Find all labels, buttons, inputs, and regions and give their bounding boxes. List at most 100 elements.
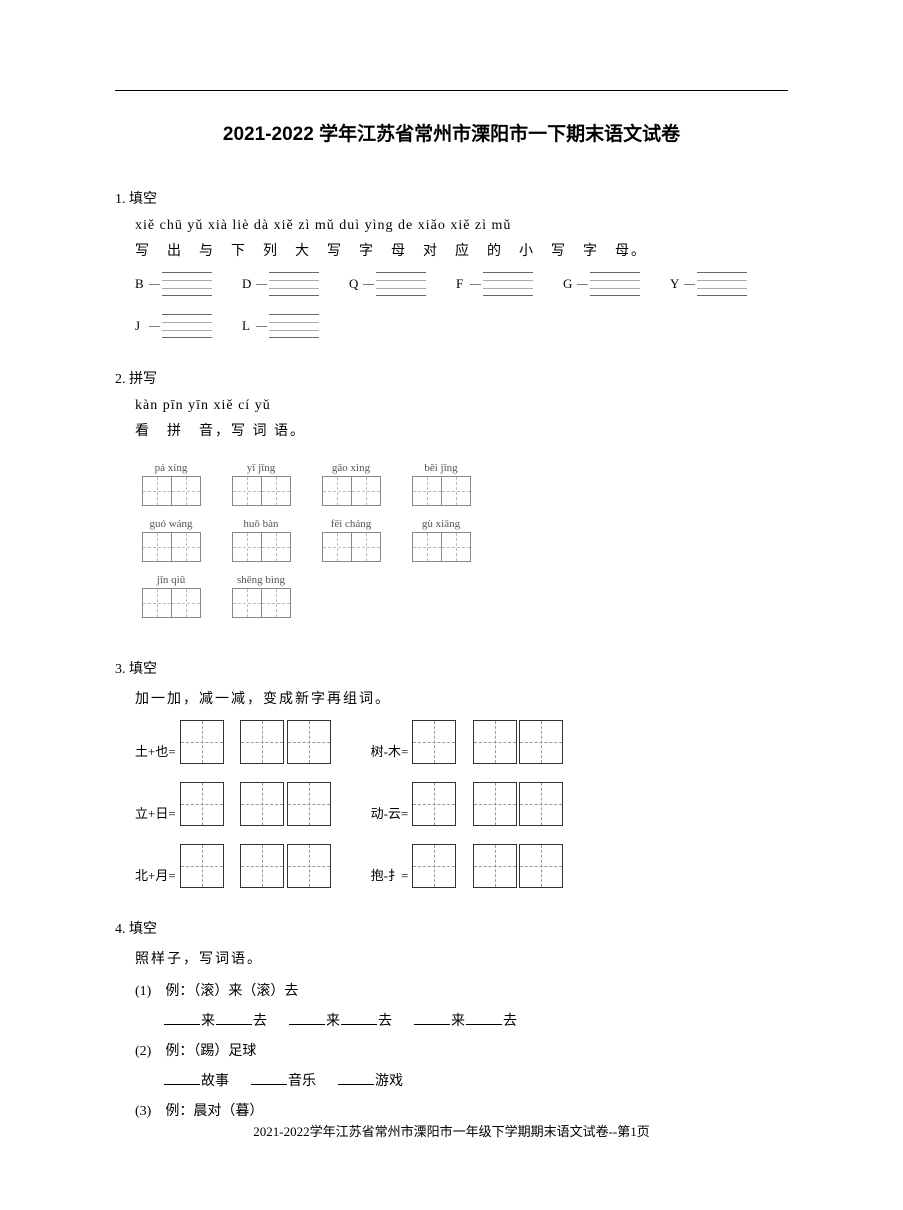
- letter-label: Y: [670, 276, 682, 292]
- four-line-box[interactable]: [162, 272, 212, 296]
- blank[interactable]: [341, 1011, 377, 1025]
- tian-box[interactable]: [519, 782, 563, 826]
- letter-label: J: [135, 318, 147, 334]
- blank[interactable]: [164, 1011, 200, 1025]
- tian-box[interactable]: [322, 476, 352, 506]
- pinyin-text: jīn qiū: [157, 574, 185, 586]
- pinyin-item: huǒ bàn: [225, 518, 297, 562]
- tian-box[interactable]: [240, 782, 284, 826]
- tian-box[interactable]: [351, 532, 381, 562]
- pinyin-text: guó wáng: [149, 518, 192, 530]
- tian-box[interactable]: [171, 476, 201, 506]
- tian-box[interactable]: [287, 782, 331, 826]
- four-line-box[interactable]: [376, 272, 426, 296]
- tian-box[interactable]: [351, 476, 381, 506]
- tian-box[interactable]: [412, 476, 442, 506]
- tian-box[interactable]: [232, 532, 262, 562]
- question-2: 2. 拼写 kàn pīn yīn xiě cí yǔ 看 拼 音，写 词 语。…: [115, 368, 788, 628]
- tian-box[interactable]: [232, 476, 262, 506]
- four-line-box[interactable]: [269, 314, 319, 338]
- text: 来: [201, 1014, 215, 1029]
- tian-box[interactable]: [180, 844, 224, 888]
- q1-letter-grid: B—D—Q—F—G—Y—J—L—: [115, 272, 788, 338]
- q3-expr: 动-云=: [371, 803, 409, 826]
- tian-box[interactable]: [412, 720, 456, 764]
- blank[interactable]: [251, 1071, 287, 1085]
- blank[interactable]: [164, 1071, 200, 1085]
- q3-expr: 树-木=: [371, 741, 409, 764]
- tian-box[interactable]: [473, 844, 517, 888]
- text: 来: [451, 1014, 465, 1029]
- tian-box[interactable]: [171, 588, 201, 618]
- letter-label: F: [456, 276, 468, 292]
- q4-intro: 照样子，写词语。: [115, 948, 788, 968]
- dash: —: [256, 320, 267, 332]
- tian-box[interactable]: [473, 782, 517, 826]
- tian-box[interactable]: [287, 720, 331, 764]
- tian-box[interactable]: [240, 844, 284, 888]
- four-line-box[interactable]: [269, 272, 319, 296]
- letter-item: Y—: [670, 272, 747, 296]
- pinyin-text: huǒ bàn: [243, 518, 278, 530]
- pinyin-item: gāo xìng: [315, 462, 387, 506]
- question-4: 4. 填空 照样子，写词语。 (1) 例：（滚）来（滚）去 来去 来去 来去 (…: [115, 918, 788, 1120]
- blank[interactable]: [338, 1071, 374, 1085]
- char-boxes: [142, 588, 201, 618]
- text: 游戏: [375, 1074, 403, 1089]
- tian-box[interactable]: [412, 532, 442, 562]
- blank[interactable]: [216, 1011, 252, 1025]
- tian-box[interactable]: [519, 720, 563, 764]
- text: 音乐: [288, 1074, 316, 1089]
- tian-box[interactable]: [261, 532, 291, 562]
- q3-item: 动-云=: [371, 782, 564, 826]
- tian-box[interactable]: [142, 532, 172, 562]
- text: 来: [326, 1014, 340, 1029]
- tian-box[interactable]: [142, 588, 172, 618]
- pinyin-text: shēng bìng: [237, 574, 285, 586]
- pinyin-text: fēi cháng: [331, 518, 372, 530]
- tian-box[interactable]: [412, 844, 456, 888]
- q3-row: 立+日=动-云=: [115, 782, 788, 826]
- letter-label: L: [242, 318, 254, 334]
- four-line-box[interactable]: [590, 272, 640, 296]
- q2-pinyin-grid: pá xíngyǐ jīnggāo xìngběi jīngguó wánghu…: [115, 452, 575, 628]
- dash: —: [256, 278, 267, 290]
- q4-sub2-label: (2) 例：（踢）足球: [115, 1040, 788, 1060]
- tian-box[interactable]: [441, 532, 471, 562]
- tian-box[interactable]: [473, 720, 517, 764]
- tian-box[interactable]: [441, 476, 471, 506]
- tian-box[interactable]: [519, 844, 563, 888]
- four-line-box[interactable]: [697, 272, 747, 296]
- blank[interactable]: [466, 1011, 502, 1025]
- tian-box[interactable]: [142, 476, 172, 506]
- dash: —: [149, 278, 160, 290]
- tian-box[interactable]: [287, 844, 331, 888]
- blank[interactable]: [289, 1011, 325, 1025]
- dash: —: [149, 320, 160, 332]
- char-boxes: [142, 476, 201, 506]
- char-boxes: [232, 532, 291, 562]
- char-boxes: [412, 532, 471, 562]
- tian-box[interactable]: [261, 476, 291, 506]
- q4-sub2-blanks: 故事 音乐 游戏: [115, 1070, 788, 1090]
- tian-box[interactable]: [412, 782, 456, 826]
- q4-num: 4.: [115, 922, 126, 937]
- blank[interactable]: [414, 1011, 450, 1025]
- four-line-box[interactable]: [162, 314, 212, 338]
- four-line-box[interactable]: [483, 272, 533, 296]
- tian-box[interactable]: [261, 588, 291, 618]
- tian-box[interactable]: [322, 532, 352, 562]
- q1-hanzi: 写 出 与 下 列 大 写 字 母 对 应 的 小 写 字 母。: [115, 240, 788, 260]
- q3-expr: 北+月=: [135, 865, 176, 888]
- q3-expr: 抱-扌=: [371, 865, 409, 888]
- tian-box[interactable]: [240, 720, 284, 764]
- tian-box[interactable]: [180, 720, 224, 764]
- tian-box[interactable]: [232, 588, 262, 618]
- header-rule: [115, 90, 788, 91]
- question-3: 3. 填空 加一加，减一减，变成新字再组词。 土+也=树-木=立+日=动-云=北…: [115, 658, 788, 888]
- tian-box[interactable]: [171, 532, 201, 562]
- q3-item: 土+也=: [135, 720, 331, 764]
- question-1: 1. 填空 xiě chū yǔ xià liè dà xiě zì mǔ du…: [115, 188, 788, 338]
- letter-item: F—: [456, 272, 533, 296]
- tian-box[interactable]: [180, 782, 224, 826]
